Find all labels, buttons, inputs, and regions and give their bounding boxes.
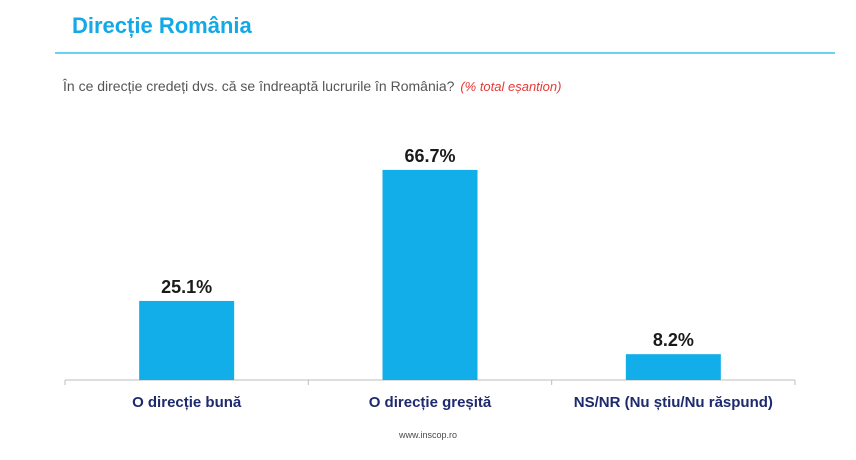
bar [382, 169, 478, 380]
page-title: Direcție România [72, 13, 252, 38]
data-label: 8.2% [653, 330, 694, 350]
question-note: (% total eșantion) [460, 79, 562, 94]
data-label: 25.1% [161, 277, 212, 297]
category-label: O direcție bună [132, 394, 242, 411]
question-text: În ce direcție credeți dvs. că se îndrea… [63, 78, 455, 94]
category-label: O direcție greșită [369, 394, 492, 411]
bar [139, 300, 235, 380]
question: În ce direcție credeți dvs. că se îndrea… [63, 78, 561, 94]
source-url: www.inscop.ro [398, 430, 458, 440]
data-label: 66.7% [404, 146, 455, 166]
category-label: NS/NR (Nu știu/Nu răspund) [574, 394, 773, 411]
bar [625, 354, 721, 380]
title-divider [55, 52, 835, 54]
